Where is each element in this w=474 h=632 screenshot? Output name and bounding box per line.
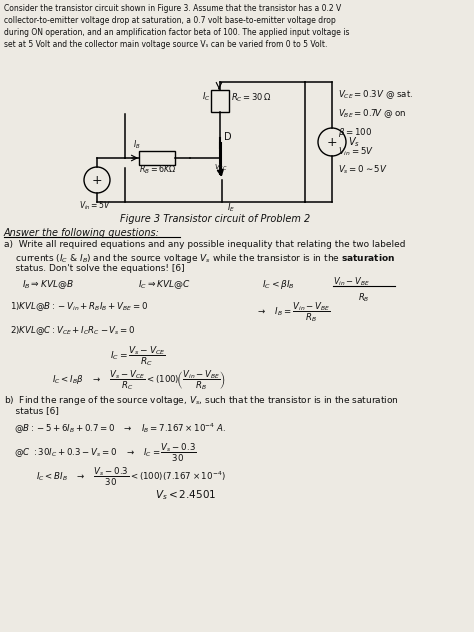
- Text: $I_E$: $I_E$: [227, 202, 235, 214]
- Bar: [211, 90, 229, 112]
- Text: $@C\ : 30I_C + 0.3 - V_s = 0 \quad \rightarrow \quad I_C = \dfrac{V_s - 0.3}{30}: $@C\ : 30I_C + 0.3 - V_s = 0 \quad \righ…: [14, 442, 197, 464]
- Text: $@B: -5 + 6I_B + 0.7 = 0 \quad \rightarrow \quad I_B = 7.167 \times 10^{-4}\ A.$: $@B: -5 + 6I_B + 0.7 = 0 \quad \rightarr…: [14, 422, 227, 436]
- Text: status [6]: status [6]: [4, 406, 59, 415]
- Text: Figure 3 Transistor circuit of Problem 2: Figure 3 Transistor circuit of Problem 2: [120, 214, 310, 224]
- Text: a)  Write all required equations and any possible inequality that relating the t: a) Write all required equations and any …: [4, 240, 405, 249]
- Bar: [139, 151, 175, 165]
- Text: Consider the transistor circuit shown in Figure 3. Assume that the transistor ha: Consider the transistor circuit shown in…: [4, 4, 341, 13]
- Text: $I_C < I_B \beta \quad \rightarrow \quad \dfrac{V_s - V_{CE}}{R_C} < (100)\!\lef: $I_C < I_B \beta \quad \rightarrow \quad…: [52, 368, 226, 392]
- Text: $R_B$: $R_B$: [358, 291, 370, 303]
- Text: collector-to-emitter voltage drop at saturation, a 0.7 volt base-to-emitter volt: collector-to-emitter voltage drop at sat…: [4, 16, 336, 25]
- Text: $V_{in} = 5V$: $V_{in} = 5V$: [338, 145, 374, 157]
- Text: +: +: [91, 174, 102, 186]
- Text: $I_C$: $I_C$: [202, 91, 210, 103]
- Text: $I_C < BI_B \quad \rightarrow \quad \dfrac{V_s - 0.3}{30} < (100)(7.167 \times 1: $I_C < BI_B \quad \rightarrow \quad \dfr…: [36, 466, 226, 488]
- Text: set at 5 Volt and the collector main voltage source Vₛ can be varied from 0 to 5: set at 5 Volt and the collector main vol…: [4, 40, 328, 49]
- Text: $I_C \Rightarrow KVL @ C$: $I_C \Rightarrow KVL @ C$: [138, 278, 191, 291]
- Text: $2) KVL @ C : V_{CE} + I_C R_C - V_s = 0$: $2) KVL @ C : V_{CE} + I_C R_C - V_s = 0…: [10, 324, 136, 337]
- Text: $I_B$: $I_B$: [133, 138, 141, 151]
- Text: status. Don't solve the equations! [6]: status. Don't solve the equations! [6]: [4, 264, 185, 273]
- Text: $V_s$: $V_s$: [348, 135, 360, 149]
- Text: $R_C = 30\,\Omega$: $R_C = 30\,\Omega$: [231, 92, 272, 104]
- Text: $V_{CE} = 0.3V$ @ sat.: $V_{CE} = 0.3V$ @ sat.: [338, 88, 413, 100]
- Text: $R_B = 6K\Omega$: $R_B = 6K\Omega$: [139, 164, 176, 176]
- Text: Answer the following questions:: Answer the following questions:: [4, 228, 160, 238]
- Text: $V_{in} - V_{BE}$: $V_{in} - V_{BE}$: [333, 275, 370, 288]
- Text: $I_C < \beta I_B$: $I_C < \beta I_B$: [262, 278, 295, 291]
- Text: D: D: [224, 132, 232, 142]
- Text: $V_s = 0 \sim 5V$: $V_s = 0 \sim 5V$: [338, 164, 388, 176]
- Text: $\rightarrow \quad I_B = \dfrac{V_{in}-V_{BE}}{R_B}$: $\rightarrow \quad I_B = \dfrac{V_{in}-V…: [256, 300, 331, 324]
- Text: $V_s < 2.4501$: $V_s < 2.4501$: [155, 488, 216, 502]
- Text: during ON operation, and an amplification factor beta of 100. The applied input : during ON operation, and an amplificatio…: [4, 28, 349, 37]
- Text: $I_B \Rightarrow KVL @ B$: $I_B \Rightarrow KVL @ B$: [22, 278, 74, 291]
- Text: currents ($I_C$ & $I_B$) and the source voltage $V_s$ while the transistor is in: currents ($I_C$ & $I_B$) and the source …: [4, 252, 395, 265]
- Text: $\beta = 100$: $\beta = 100$: [338, 126, 372, 139]
- Text: $1)KVL @ B : -V_{in} + R_B I_B + V_{BE} = 0$: $1)KVL @ B : -V_{in} + R_B I_B + V_{BE} …: [10, 300, 148, 313]
- Text: $V_{in}=5V$: $V_{in}=5V$: [79, 200, 111, 212]
- Text: $V_{BE} = 0.7V$ @ on: $V_{BE} = 0.7V$ @ on: [338, 107, 406, 119]
- Text: +: +: [327, 135, 337, 149]
- Circle shape: [318, 128, 346, 156]
- Text: $I_C = \dfrac{V_s - V_{CE}}{R_C}$: $I_C = \dfrac{V_s - V_{CE}}{R_C}$: [110, 344, 166, 368]
- Circle shape: [84, 167, 110, 193]
- Text: $V_{CC}$: $V_{CC}$: [214, 163, 228, 173]
- Text: b)  Find the range of the source voltage, $V_s$, such that the transistor is in : b) Find the range of the source voltage,…: [4, 394, 399, 407]
